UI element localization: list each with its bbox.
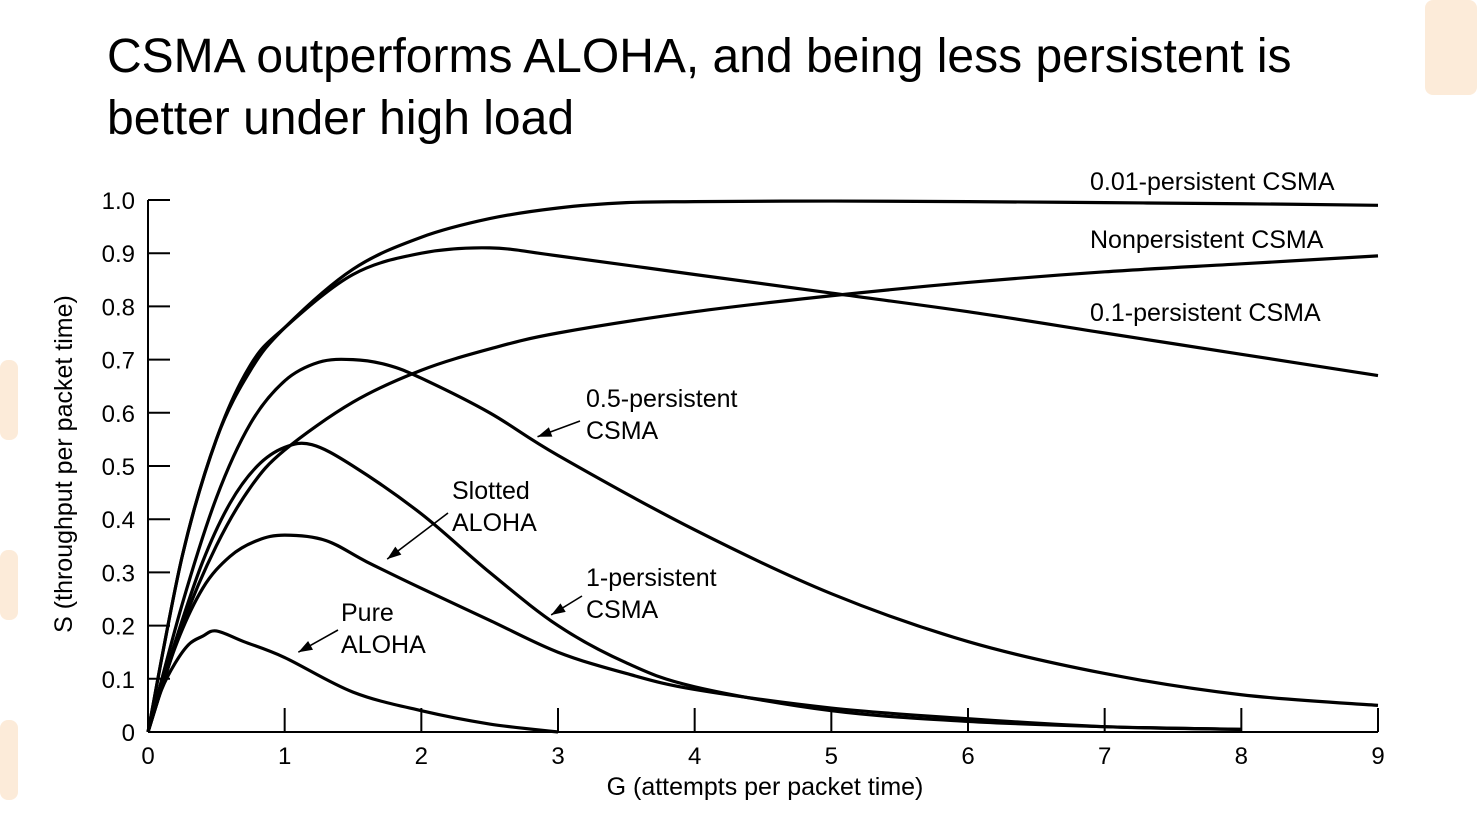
x-tick-label: 7 — [1098, 743, 1111, 770]
slide-title-line-2: better under high load — [107, 92, 575, 145]
annotation-label: CSMA — [586, 596, 659, 624]
series-line-1-persistent-csma — [146, 441, 1242, 733]
y-axis-label: S (throughput per packet time) — [50, 295, 78, 633]
y-tick-label: 0.5 — [102, 454, 135, 481]
series-line-nonpersistent-csma — [146, 254, 1379, 733]
annotation-label: Slotted — [452, 477, 530, 505]
series-line-0-01-persistent-csma — [146, 199, 1379, 733]
y-tick-label: 1.0 — [102, 188, 135, 215]
annotation-label: 0.01-persistent CSMA — [1090, 168, 1335, 196]
chart-series — [146, 199, 1379, 734]
annotation-label: Nonpersistent CSMA — [1090, 226, 1324, 254]
series-line-slotted-aloha — [146, 533, 1242, 733]
annotation-arrowhead — [537, 427, 553, 437]
annotation-label: CSMA — [586, 417, 659, 445]
series-line-0-5-persistent-csma — [146, 357, 1379, 733]
annotation-label: ALOHA — [341, 631, 426, 659]
x-tick-label: 9 — [1371, 743, 1384, 770]
annotation-arrowhead — [298, 640, 313, 653]
x-tick-label: 6 — [961, 743, 974, 770]
y-tick-label: 0.4 — [102, 507, 135, 534]
annotation-arrowhead — [551, 603, 566, 615]
y-tick-label: 0.8 — [102, 294, 135, 321]
series-line-pure-aloha — [146, 629, 559, 734]
annotation-label: Pure — [341, 599, 394, 627]
decorative-logo-blob — [1425, 0, 1477, 95]
x-tick-label: 5 — [825, 743, 838, 770]
annotation-label: 0.5-persistent — [586, 385, 738, 413]
y-tick-label: 0.2 — [102, 614, 135, 641]
y-tick-label: 0.6 — [102, 401, 135, 428]
x-tick-label: 1 — [278, 743, 291, 770]
x-tick-label: 8 — [1235, 743, 1248, 770]
x-tick-label: 4 — [688, 743, 701, 770]
x-tick-label: 0 — [141, 743, 154, 770]
y-tick-label: 0.3 — [102, 560, 135, 587]
y-tick-label: 0.9 — [102, 241, 135, 268]
chart-axes: 0 0.1 0.2 0.3 0.4 0.5 0.6 0.7 0.8 0.9 1.0 0 1 2 3 4 5 6 7 8… — [102, 188, 1385, 770]
decorative-side-blob — [0, 550, 18, 620]
y-tick-label: 0.7 — [102, 348, 135, 375]
slide-title: CSMA outperforms ALOHA, and being less p… — [107, 26, 1427, 150]
x-tick-label: 3 — [551, 743, 564, 770]
x-axis-label: G (attempts per packet time) — [607, 773, 924, 801]
chart-annotations: 0.01-persistent CSMA Nonpersistent CSMA 0.… — [297, 168, 1335, 659]
annotation-label: 1-persistent — [586, 564, 717, 592]
y-tick-label: 0.1 — [102, 667, 135, 694]
annotation-label: ALOHA — [452, 509, 537, 537]
decorative-side-blob — [0, 360, 18, 440]
y-tick-label: 0 — [122, 720, 135, 747]
x-tick-label: 2 — [415, 743, 428, 770]
annotation-label: 0.1-persistent CSMA — [1090, 299, 1321, 327]
annotation-arrowhead — [387, 546, 402, 560]
decorative-side-blob — [0, 720, 18, 800]
slide-title-line-1: CSMA outperforms ALOHA, and being less p… — [107, 30, 1292, 83]
